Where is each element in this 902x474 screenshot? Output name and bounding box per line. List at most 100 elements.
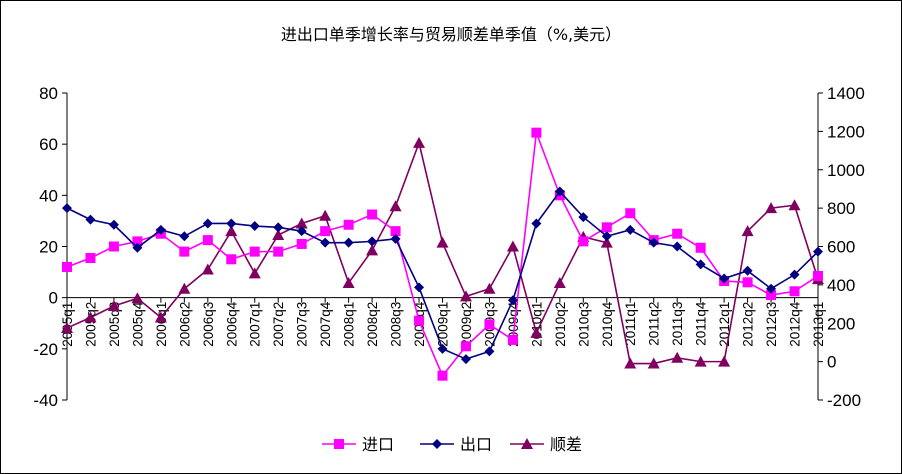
data-point xyxy=(108,219,119,230)
x-tick-label: 2008q1 xyxy=(342,302,357,347)
right-tick-label: 800 xyxy=(827,199,855,218)
x-tick-label: 2009q2 xyxy=(459,302,474,347)
data-point xyxy=(671,351,684,363)
data-point xyxy=(672,228,683,239)
data-point xyxy=(766,283,777,294)
legend-label: 出口 xyxy=(460,435,492,454)
data-point xyxy=(741,225,754,237)
data-point xyxy=(553,276,566,288)
x-tick-label: 2008q2 xyxy=(365,302,380,347)
data-point xyxy=(131,292,144,304)
data-point xyxy=(694,355,707,367)
x-tick-label: 2010q4 xyxy=(600,301,615,347)
data-point xyxy=(62,203,72,214)
data-point xyxy=(531,127,542,138)
data-point xyxy=(249,246,260,257)
data-point xyxy=(132,242,143,253)
x-tick-label: 2010q2 xyxy=(553,302,568,347)
x-tick-label: 2007q1 xyxy=(248,302,263,347)
data-point xyxy=(789,286,800,297)
left-tick-label: 20 xyxy=(39,238,58,257)
legend: 进口 出口 顺差 xyxy=(322,435,582,454)
left-axis-ticks: 80 60 40 20 0 -20 -40 xyxy=(33,84,67,410)
data-point xyxy=(155,224,166,235)
x-tick-label: 2005q2 xyxy=(83,302,98,347)
data-point xyxy=(366,244,379,256)
data-point xyxy=(765,202,778,214)
data-point xyxy=(578,212,589,223)
data-point xyxy=(531,218,542,229)
data-point xyxy=(460,341,471,352)
x-tick-label: 2011q4 xyxy=(694,301,709,346)
data-point xyxy=(85,214,96,225)
data-point xyxy=(672,241,683,252)
data-point xyxy=(334,439,344,449)
data-point xyxy=(179,231,190,242)
data-point xyxy=(766,290,777,301)
data-point xyxy=(389,200,402,212)
legend-item: 顺差 xyxy=(510,435,582,454)
x-tick-label: 2005q4 xyxy=(130,301,145,347)
data-point xyxy=(521,438,533,449)
left-tick-label: 40 xyxy=(39,186,58,205)
data-point xyxy=(320,226,331,237)
data-point xyxy=(296,226,307,237)
x-tick-label: 2012q4 xyxy=(788,301,803,347)
data-point xyxy=(154,311,167,323)
data-point xyxy=(625,224,636,235)
legend-item: 出口 xyxy=(420,435,492,454)
right-tick-label: -200 xyxy=(827,391,861,410)
right-tick-label: 1200 xyxy=(827,122,865,141)
x-tick-label: 2006q1 xyxy=(154,302,169,347)
data-point xyxy=(179,246,190,257)
data-point xyxy=(342,276,355,288)
data-point xyxy=(813,270,823,281)
data-point xyxy=(436,236,449,248)
data-point xyxy=(437,370,448,381)
x-tick-label: 2006q4 xyxy=(224,301,239,347)
data-point xyxy=(226,218,237,229)
data-point xyxy=(648,237,659,248)
legend-item: 进口 xyxy=(322,435,394,454)
data-point xyxy=(273,246,284,257)
x-tick-label: 2013q1 xyxy=(811,302,826,347)
data-point xyxy=(788,199,801,211)
data-point xyxy=(320,237,331,248)
legend-label: 顺差 xyxy=(550,435,582,454)
data-point xyxy=(414,315,425,326)
data-point xyxy=(578,236,589,247)
data-point xyxy=(432,439,442,449)
chart-title: 进出口单季增长率与贸易顺差单季值（%,美元） xyxy=(281,25,621,44)
right-axis-ticks: 1400 1200 1000 800 600 400 200 0 -200 xyxy=(818,84,865,410)
data-point xyxy=(414,282,425,293)
data-point xyxy=(507,295,518,306)
data-point xyxy=(460,354,471,365)
data-point xyxy=(132,236,143,247)
data-point xyxy=(813,246,823,257)
data-point xyxy=(718,355,731,367)
data-point xyxy=(61,322,73,334)
data-point xyxy=(506,240,519,252)
data-point xyxy=(178,282,191,294)
data-point xyxy=(248,267,261,279)
data-point xyxy=(719,273,730,284)
data-point xyxy=(107,299,120,311)
series-layer xyxy=(61,127,824,381)
data-point xyxy=(343,219,354,230)
data-point xyxy=(367,209,378,220)
x-tick-label: 2009q1 xyxy=(436,302,451,347)
data-point xyxy=(343,237,354,248)
data-point xyxy=(695,259,706,270)
data-point xyxy=(108,241,119,252)
data-point xyxy=(507,334,518,345)
left-tick-label: -20 xyxy=(33,340,58,359)
x-tick-label: 2012q1 xyxy=(717,302,732,347)
data-point xyxy=(742,277,753,288)
data-point xyxy=(295,217,308,229)
right-tick-label: 1400 xyxy=(827,84,865,103)
x-tick-label: 2011q1 xyxy=(623,302,638,346)
data-point xyxy=(742,265,753,276)
data-point xyxy=(390,233,401,244)
left-tick-label: -40 xyxy=(33,391,58,410)
right-tick-label: 400 xyxy=(827,276,855,295)
